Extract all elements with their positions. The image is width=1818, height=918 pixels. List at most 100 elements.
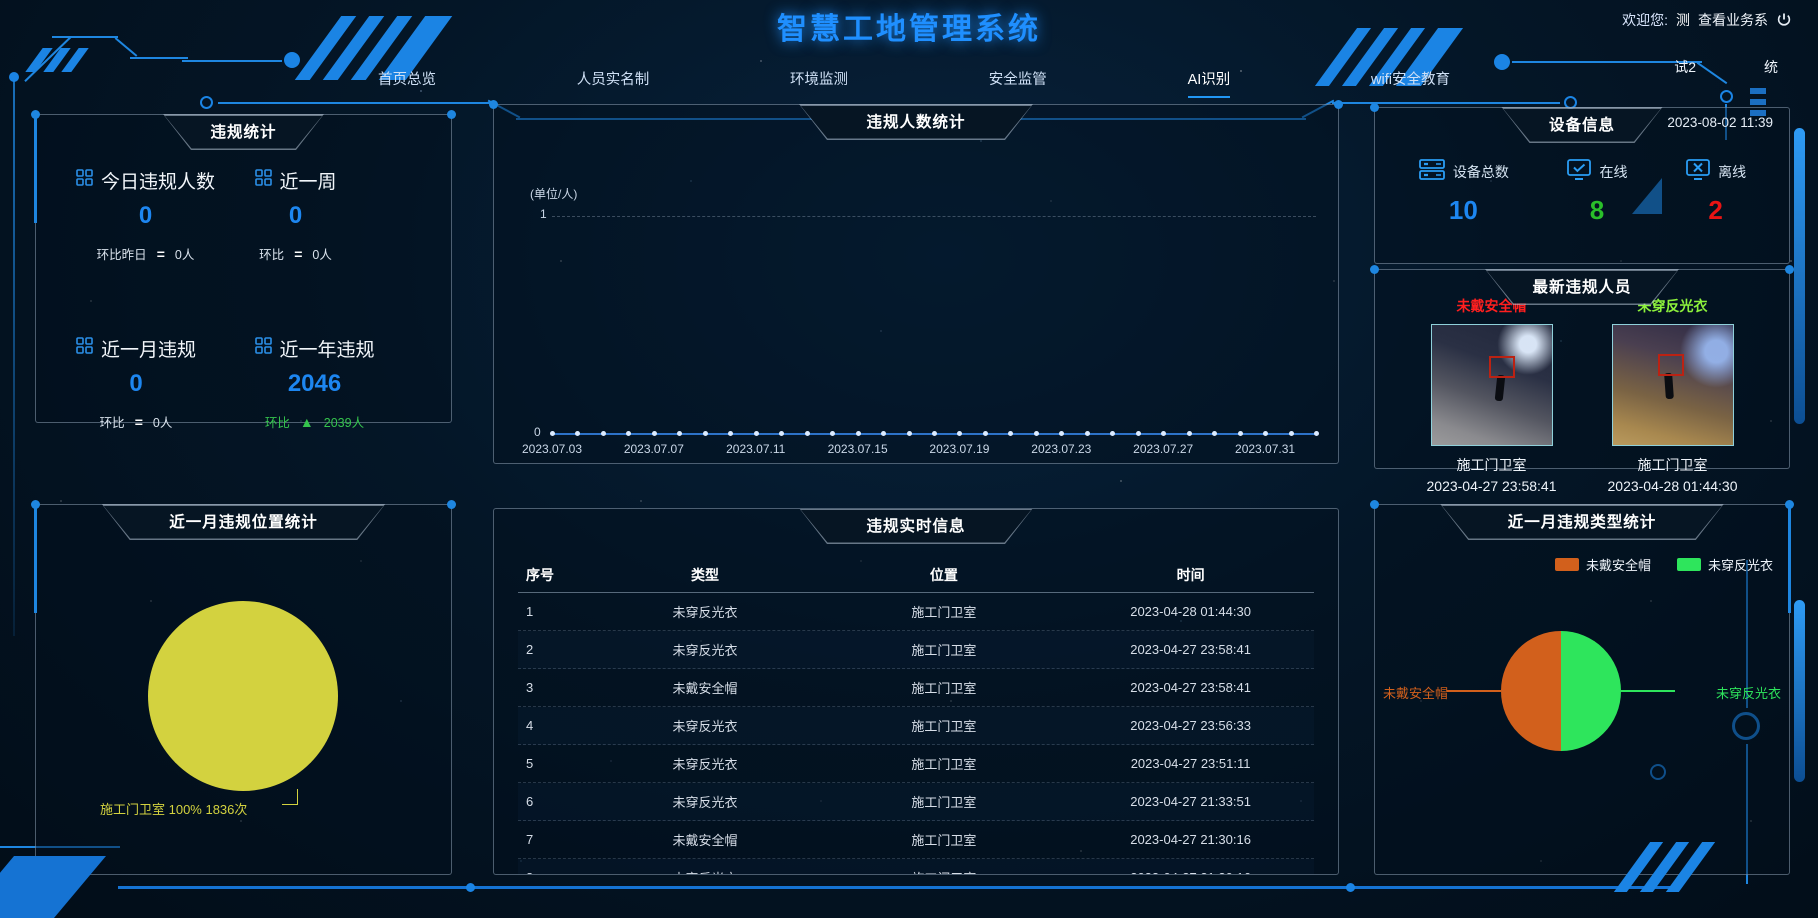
nav-tab-ai[interactable]: AI识别: [1187, 68, 1231, 98]
type-pie-panel: 近一月违规类型统计 未戴安全帽 未穿反光衣 未戴安全帽 未穿反光衣: [1370, 500, 1794, 875]
table-row: 4 未穿反光衣 施工门卫室 2023-04-27 23:56:33: [518, 707, 1314, 745]
decor-node-dot: [9, 72, 19, 82]
cctv-snapshot[interactable]: [1430, 324, 1553, 446]
detection-box: [1489, 356, 1516, 379]
panel-title: 近一月违规位置统计: [103, 506, 384, 539]
decor-line: [1332, 102, 1560, 104]
monitor-x-icon: [1685, 158, 1711, 185]
violation-time: 2023-04-28 01:44:30: [1607, 478, 1738, 494]
nav-tab-environment[interactable]: 环境监测: [790, 72, 849, 88]
device-info-panel: 设备信息 2023-08-02 11:39 设备总数 10 在线 8 离线 2: [1370, 103, 1790, 264]
stat-grid-icon: [254, 337, 272, 360]
stat-today: 今日违规人数 0 环比昨日 = 0人: [76, 167, 215, 263]
x-axis-labels: 2023.07.03 2023.07.07 2023.07.11 2023.07.15…: [521, 442, 1296, 456]
detection-box: [1658, 353, 1685, 376]
stat-compare: 环比 ▲ 2039人: [264, 414, 365, 430]
stat-grid-icon: [76, 169, 93, 192]
device-total-value: 10: [1448, 195, 1478, 225]
stat-value: 2046: [287, 370, 342, 397]
decor-side-pill: [1794, 600, 1805, 782]
stat-compare: 环比 = 0人: [99, 414, 173, 430]
pie-slice-label: 未穿反光衣: [1715, 686, 1781, 701]
decor-line: [52, 36, 118, 38]
table-row: 1 未穿反光衣 施工门卫室 2023-04-28 01:44:30: [518, 593, 1314, 631]
decor-node-dot: [1785, 265, 1794, 274]
location-pie-panel: 近一月违规位置统计 施工门卫室 100% 1836次: [31, 500, 456, 875]
decor-node-dot: [1346, 883, 1355, 892]
device-stats-row: 设备总数 10 在线 8 离线 2: [1375, 158, 1789, 226]
person-silhouette: [1664, 372, 1675, 400]
device-online-value: 8: [1589, 195, 1605, 225]
monitor-check-icon: [1566, 158, 1592, 185]
stat-value: 0: [129, 370, 143, 397]
device-offline: 离线 2: [1685, 158, 1746, 226]
panel-title: 违规人数统计: [800, 106, 1031, 139]
violation-stats-panel: 违规统计 今日违规人数 0 环比昨日 = 0人 近一周 0 环比 = 0人 近一月违规 …: [31, 110, 456, 430]
nav-tab-wifi-education[interactable]: wifi安全教育: [1371, 72, 1450, 88]
decor-node-dot: [1785, 500, 1794, 509]
device-total: 设备总数 10: [1418, 158, 1509, 226]
panel-title: 设备信息: [1503, 109, 1661, 142]
table-row: 6 未穿反光衣 施工门卫室 2023-04-27 21:33:51: [518, 783, 1314, 821]
nav-tab-home[interactable]: 首页总览: [378, 72, 436, 88]
decor-small-slashes-left: [25, 48, 89, 77]
decor-node-dot: [31, 110, 40, 119]
person-silhouette: [1494, 375, 1506, 402]
pie-callout-line: [282, 789, 298, 805]
decor-node-dot: [1334, 100, 1343, 109]
business-system-link[interactable]: 查看业务系: [1698, 12, 1768, 28]
nav-tab-safety[interactable]: 安全监管: [988, 72, 1047, 88]
stat-value: 0: [138, 202, 153, 229]
stat-value: 0: [288, 202, 303, 229]
cctv-snapshot[interactable]: [1611, 324, 1734, 446]
table-row: 8未穿反光衣施工门卫室2023-04-27 21:30:16: [518, 859, 1314, 874]
decor-node-dot: [447, 110, 456, 119]
x-axis-line: [550, 431, 1319, 436]
legend-swatch: [1676, 558, 1701, 571]
violator-card[interactable]: 未戴安全帽 施工门卫室 2023-04-27 23:58:41: [1427, 296, 1557, 494]
stat-compare: 环比 = 0人: [259, 246, 332, 262]
violation-count-chart-panel: 违规人数统计 (单位/人) 1 0 2023.07.03 2023.07.07 20…: [489, 100, 1343, 464]
power-icon[interactable]: [1776, 12, 1792, 28]
decor-bottom-line: [118, 886, 1680, 889]
violations-table: 序号 类型 位置 时间 1 未穿反光衣 施工门卫室 2023-04-28 01:44:30 …: [518, 557, 1314, 874]
panel-title: 近一月违规类型统计: [1442, 506, 1723, 539]
decor-line: [1746, 744, 1748, 884]
decor-triangle: [1632, 178, 1662, 214]
table-row: 2 未穿反光衣 施工门卫室 2023-04-27 23:58:41: [518, 631, 1314, 669]
violation-type-label: 未穿反光衣: [1637, 298, 1708, 314]
y-axis-unit-label: (单位/人): [530, 187, 578, 201]
decor-node-dot: [1370, 500, 1379, 509]
stat-compare: 环比昨日 = 0人: [96, 246, 195, 262]
corner-tag-right: 统: [1764, 59, 1778, 75]
legend-item-helmet: 未戴安全帽: [1554, 555, 1651, 574]
violation-location: 施工门卫室: [1637, 457, 1708, 473]
table-header-row: 序号 类型 位置 时间: [518, 557, 1314, 593]
decor-side-pill: [1794, 128, 1805, 424]
stat-grid-icon: [254, 169, 272, 192]
decor-node-dot: [447, 500, 456, 509]
decor-accent: [1788, 503, 1791, 613]
stat-grid-icon: [76, 337, 93, 360]
latest-violators-panel: 最新违规人员 未戴安全帽 施工门卫室 2023-04-27 23:58:41 未…: [1370, 265, 1794, 494]
violator-card[interactable]: 未穿反光衣 施工门卫室 2023-04-28 01:44:30: [1608, 296, 1738, 494]
gridline: [552, 216, 1316, 217]
decor-line: [1725, 104, 1727, 140]
stat-year: 近一年违规 2046 环比 ▲ 2039人: [254, 335, 375, 431]
y-tick-1: 1: [540, 207, 547, 221]
decor-node-dot: [1370, 103, 1379, 112]
welcome-label: 欢迎您:: [1622, 12, 1668, 28]
nav-tab-personnel[interactable]: 人员实名制: [576, 72, 650, 88]
decor-accent: [34, 503, 37, 613]
type-pie-chart: [1501, 631, 1621, 751]
decor-node-dot: [1494, 54, 1510, 70]
panel-title: 最新违规人员: [1486, 271, 1677, 304]
decor-node-ring: [1650, 764, 1666, 780]
pie-leader-line: [1621, 690, 1675, 692]
pie-legend: 未戴安全帽 未穿反光衣: [1554, 555, 1773, 574]
decor-line: [182, 60, 282, 62]
decor-dashes: [1750, 88, 1766, 116]
starfield-background: [0, 0, 2, 2]
corner-tag-left: 试2: [1674, 59, 1696, 75]
decor-node-dot: [489, 100, 498, 109]
